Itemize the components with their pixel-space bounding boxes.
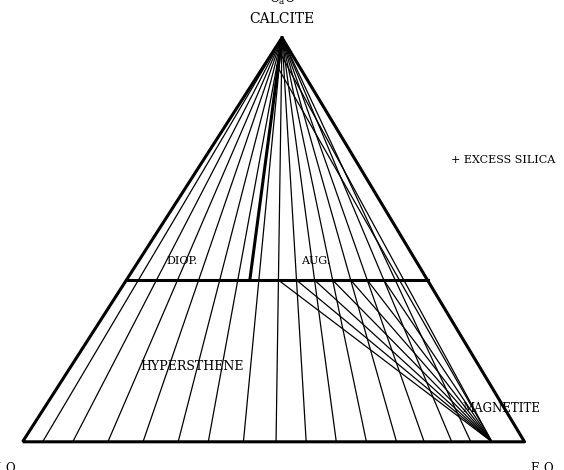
Text: CALCITE: CALCITE: [249, 12, 315, 26]
Text: $\mathregular{C_aO}$: $\mathregular{C_aO}$: [268, 0, 296, 7]
Text: $\mathregular{M_gO}$: $\mathregular{M_gO}$: [0, 461, 17, 470]
Text: + EXCESS SILICA: + EXCESS SILICA: [451, 155, 556, 165]
Text: DIOP.: DIOP.: [167, 256, 198, 266]
Text: $\mathregular{F_eO}$: $\mathregular{F_eO}$: [530, 461, 554, 470]
Text: MAGNETITE: MAGNETITE: [462, 402, 540, 415]
Text: AUG.: AUG.: [302, 256, 331, 266]
Text: HYPERSTHENE: HYPERSTHENE: [140, 360, 244, 373]
